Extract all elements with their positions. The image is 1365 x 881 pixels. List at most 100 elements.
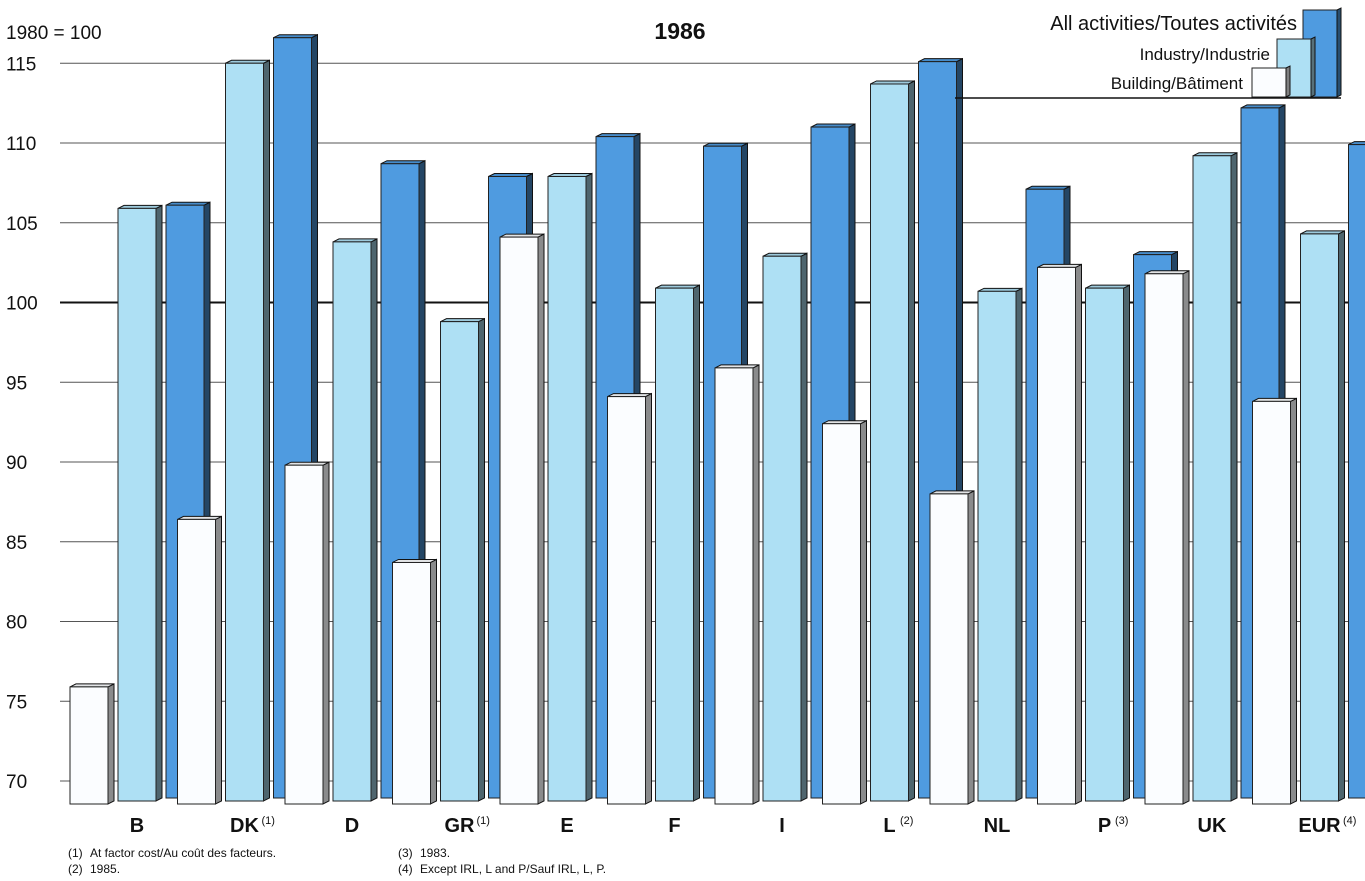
footnote-text: 1985. <box>90 862 120 876</box>
bars <box>69 33 1365 805</box>
y-tick-label: 90 <box>6 453 27 474</box>
bar-side <box>263 59 270 802</box>
bar-side <box>1182 269 1190 805</box>
bar-industry-uk <box>1192 155 1232 802</box>
bar-industry-b <box>117 207 157 802</box>
legend-swatch-side <box>1310 36 1316 98</box>
x-tick-label: GR <box>445 815 476 837</box>
y-tick-label: 85 <box>6 533 27 554</box>
bar-side <box>1338 230 1345 802</box>
category-footnote-mark: (2) <box>900 815 913 827</box>
x-tick-label: E <box>560 815 573 837</box>
y-tick-label: 95 <box>6 373 27 394</box>
footnote-mark: (2) <box>68 862 83 876</box>
bar-building-d <box>284 464 324 805</box>
bar-side <box>1015 287 1023 802</box>
footnote-mark: (4) <box>398 862 413 876</box>
bar-side <box>645 392 652 805</box>
y-tick-label: 110 <box>6 134 36 155</box>
bar-side <box>1123 284 1130 802</box>
bar-building-f <box>607 396 646 805</box>
x-tick-label: D <box>345 815 359 837</box>
legend-swatch-side <box>1285 65 1291 98</box>
footnotes: (1) At factor cost/Au coût des facteurs. (… <box>68 846 606 876</box>
x-tick-label: P <box>1098 815 1111 837</box>
bar-industry-e <box>547 175 587 802</box>
bar-industry-nl <box>977 290 1017 802</box>
unit-label: 1980 = 100 <box>6 23 102 44</box>
bar-building-p <box>1037 266 1076 805</box>
category-footnote-mark: (4) <box>1343 815 1356 827</box>
y-axis: 70 75 80 85 90 95 100 105 110 115 <box>6 54 38 793</box>
bar-side <box>215 515 222 805</box>
chart-title: 1986 <box>654 18 705 44</box>
legend-swatch-side <box>1336 7 1342 98</box>
bar-building-e <box>499 236 539 805</box>
bar-side <box>155 204 163 802</box>
bar-industry-i <box>762 255 802 802</box>
bar-building-nl <box>929 493 969 805</box>
x-tick-label: UK <box>1198 815 1227 837</box>
bar-side <box>478 317 485 802</box>
legend-label-industry: Industry/Industrie <box>1140 45 1270 64</box>
bar-industry-dk <box>225 62 264 802</box>
legend: All activities/Toutes activités Industry/… <box>955 7 1342 99</box>
footnote-mark: (3) <box>398 846 413 860</box>
legend-swatch-building <box>1251 67 1287 98</box>
bar-side <box>322 461 330 805</box>
bar-side <box>370 238 378 802</box>
bar-building-b <box>69 686 109 805</box>
y-tick-label: 100 <box>6 294 38 315</box>
x-tick-label: NL <box>984 815 1011 837</box>
category-footnote-mark: (1) <box>477 815 490 827</box>
y-tick-label: 115 <box>6 54 36 75</box>
footnote-text: 1983. <box>420 846 450 860</box>
bar-industry-f <box>655 287 694 802</box>
bar-industry-eur <box>1300 233 1339 802</box>
category-footnote-mark: (1) <box>262 815 275 827</box>
bar-building-uk <box>1144 273 1184 805</box>
category-labels: B DK (1) D GR (1) E F I L (2) NL P (3) UK EUR (4) <box>130 815 1357 837</box>
bar-building-eur <box>1252 400 1291 805</box>
bar-industry-p <box>1085 287 1124 802</box>
x-tick-label: I <box>779 815 785 837</box>
bar-building-i <box>714 367 754 805</box>
footnote-mark: (1) <box>68 846 83 860</box>
bar-side <box>1230 151 1238 802</box>
bar-side <box>107 683 115 805</box>
legend-label-building: Building/Bâtiment <box>1111 74 1244 93</box>
bar-industry-l <box>870 83 909 802</box>
bar-side <box>585 172 593 802</box>
y-tick-label: 80 <box>6 613 27 634</box>
bar-side <box>537 233 545 805</box>
x-tick-label: DK <box>230 815 259 837</box>
bar-top <box>1348 141 1365 146</box>
bar-industry-gr <box>440 321 479 802</box>
bar-building-dk <box>177 518 216 805</box>
bar-industry-d <box>332 241 372 802</box>
bar-side <box>752 364 760 805</box>
bar-side <box>1290 397 1297 805</box>
bar-building-l <box>822 423 861 805</box>
x-tick-label: L <box>883 815 895 837</box>
category-footnote-mark: (3) <box>1115 815 1128 827</box>
x-tick-label: F <box>668 815 680 837</box>
bar-side <box>860 419 867 805</box>
bar-side <box>430 558 437 805</box>
bar-side <box>693 284 700 802</box>
legend-label-all-activities: All activities/Toutes activités <box>1050 13 1297 35</box>
bar-side <box>967 490 975 805</box>
bar-side <box>1075 263 1082 805</box>
y-tick-label: 70 <box>6 772 27 793</box>
y-tick-label: 105 <box>6 214 38 235</box>
bar-side <box>800 252 808 802</box>
y-tick-label: 75 <box>6 692 27 713</box>
bar-building-gr <box>392 561 431 805</box>
bar-side <box>908 80 915 802</box>
footnote-text: Except IRL, L and P/Sauf IRL, L, P. <box>420 862 606 876</box>
bar-all-activities-eur <box>1348 144 1365 799</box>
x-tick-label: B <box>130 815 144 837</box>
footnote-text: At factor cost/Au coût des facteurs. <box>90 846 276 860</box>
x-tick-label: EUR <box>1298 815 1341 837</box>
